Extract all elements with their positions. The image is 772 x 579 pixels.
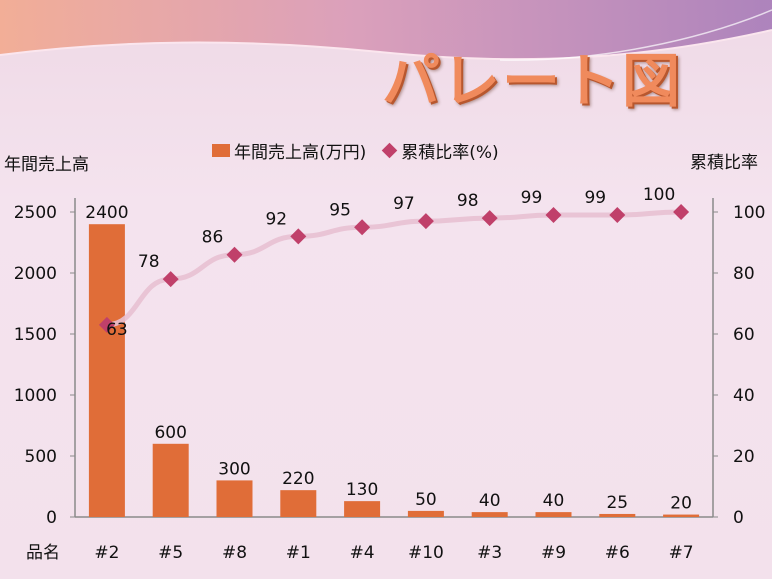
bar-data-label: 25 (606, 493, 628, 513)
bar (407, 510, 444, 517)
y-left-axis-label: 年間売上高 (4, 155, 89, 175)
cumulative-point (226, 246, 243, 263)
x-tick-label: #6 (605, 543, 630, 563)
bar (663, 514, 700, 517)
y-left-tick-label: 1500 (14, 325, 57, 345)
x-tick-label: #3 (477, 543, 502, 563)
bar-data-label: 220 (282, 469, 314, 489)
y-left-tick-label: 2000 (14, 264, 57, 284)
bar-data-label: 40 (543, 491, 565, 511)
bar (535, 512, 572, 517)
x-tick-label: #7 (669, 543, 694, 563)
y-left-tick-label: 1000 (14, 386, 57, 406)
x-tick-label: #8 (222, 543, 247, 563)
cumulative-data-label: 63 (106, 320, 128, 340)
y-left-tick-label: 0 (46, 508, 57, 528)
cumulative-point (609, 207, 626, 224)
x-tick-label: #10 (408, 543, 444, 563)
legend: 年間売上高(万円) 累積比率(%) (212, 138, 499, 163)
cumulative-point (545, 207, 562, 224)
bar-data-label: 2400 (85, 203, 128, 223)
cumulative-point (162, 271, 179, 288)
cumulative-data-label: 98 (457, 191, 479, 211)
bar (88, 224, 125, 517)
bar-data-label: 50 (415, 490, 437, 510)
cumulative-data-label: 78 (138, 252, 160, 272)
cumulative-data-label: 86 (202, 228, 224, 248)
cumulative-point (417, 213, 434, 230)
cumulative-point (354, 219, 371, 236)
bar (471, 512, 508, 517)
bar-data-label: 600 (154, 423, 186, 443)
bar-data-label: 300 (218, 459, 250, 479)
y-right-tick-label: 100 (733, 203, 765, 223)
x-tick-label: #4 (350, 543, 375, 563)
bar-data-label: 20 (670, 494, 692, 514)
cumulative-line (104, 209, 684, 328)
y-right-tick-label: 0 (733, 508, 744, 528)
bar-data-label: 130 (346, 480, 378, 500)
legend-line-label: 累積比率(%) (401, 143, 499, 163)
bar (599, 513, 636, 517)
legend-bar-swatch (212, 144, 230, 157)
page-title: パレート図 (382, 47, 683, 115)
bar (216, 480, 253, 517)
y-right-tick-label: 60 (733, 325, 755, 345)
y-right-tick-label: 20 (733, 447, 755, 467)
bar (152, 443, 189, 517)
x-tick-label: #5 (158, 543, 183, 563)
cumulative-data-label: 99 (521, 188, 543, 208)
cumulative-point (481, 210, 498, 227)
x-tick-label: #2 (94, 543, 119, 563)
y-right-tick-label: 80 (733, 264, 755, 284)
bar-data-label: 40 (479, 491, 501, 511)
cumulative-point (98, 316, 115, 333)
cumulative-data-label: 95 (329, 200, 351, 220)
x-tick-label: #9 (541, 543, 566, 563)
y-left-tick-label: 500 (25, 447, 57, 467)
cumulative-point (290, 228, 307, 245)
bar (344, 501, 381, 517)
cumulative-data-label: 99 (584, 188, 606, 208)
legend-bar-label: 年間売上高(万円) (234, 143, 367, 163)
y-right-axis-label: 累積比率 (690, 153, 758, 173)
cumulative-data-label: 97 (393, 194, 415, 214)
x-tick-label: #1 (286, 543, 311, 563)
x-axis-label: 品名 (26, 543, 60, 563)
y-left-tick-label: 2500 (14, 203, 57, 223)
y-right-tick-label: 40 (733, 386, 755, 406)
cumulative-point (673, 204, 690, 220)
cumulative-data-label: 100 (643, 185, 675, 205)
cumulative-data-label: 92 (265, 209, 287, 229)
bar (280, 490, 317, 517)
